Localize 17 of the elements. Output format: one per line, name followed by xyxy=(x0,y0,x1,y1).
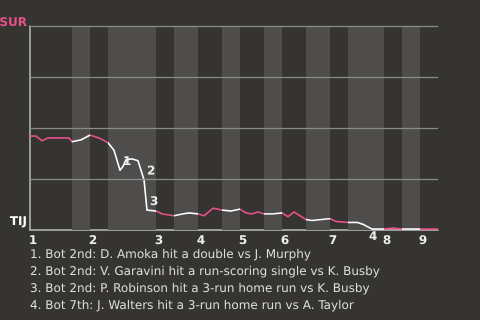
annotation: 2 xyxy=(147,164,156,178)
x-tick-label: 9 xyxy=(418,233,428,247)
text: 2. Bot 2nd: V. Garavini hit a run-scoring single vs K. Busby xyxy=(30,264,380,278)
text: TIJ xyxy=(10,214,27,228)
annotation: 3 xyxy=(150,194,158,208)
x-tick-label: 1 xyxy=(28,233,38,247)
x-tick-label: 4 xyxy=(196,233,206,247)
text: SUR xyxy=(0,15,27,29)
x-tick-label: 3 xyxy=(154,233,164,247)
text: 4. Bot 7th: J. Walters hit a 3-run home run vs A. Taylor xyxy=(30,298,354,312)
text: 3. Bot 2nd: P. Robinson hit a 3-run home run vs K. Busby xyxy=(30,281,370,295)
x-tick-label: 6 xyxy=(280,233,290,247)
x-tick-label: 5 xyxy=(238,233,248,247)
x-tick-label: 7 xyxy=(328,233,338,247)
x-tick-label: 2 xyxy=(88,233,98,247)
text: 1. Bot 2nd: D. Amoka hit a double vs J. Murphy xyxy=(30,247,311,261)
x-tick-label: 8 xyxy=(382,233,392,247)
